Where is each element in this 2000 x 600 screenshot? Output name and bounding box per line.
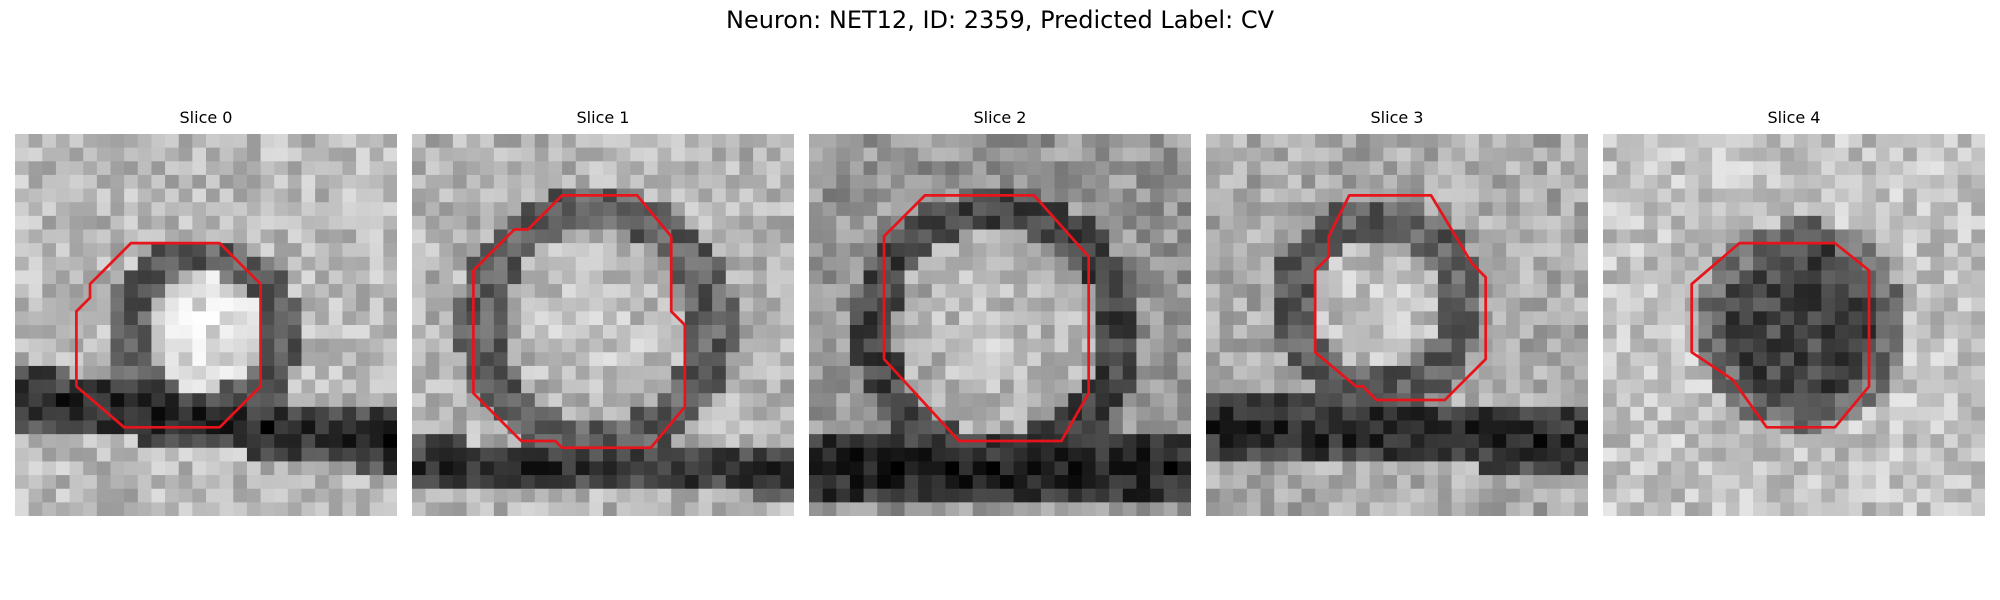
figure-title: Neuron: NET12, ID: 2359, Predicted Label… — [726, 6, 1274, 34]
segmentation-contour — [882, 194, 1091, 443]
slice-title: Slice 0 — [179, 108, 233, 127]
segmentation-contour — [472, 194, 687, 450]
microscopy-image — [15, 134, 397, 516]
microscopy-image — [1603, 134, 1985, 516]
segmentation-contour — [75, 241, 262, 429]
microscopy-image — [412, 134, 794, 516]
microscopy-image — [1206, 134, 1588, 516]
slice-title: Slice 4 — [1767, 108, 1821, 127]
slice-title: Slice 2 — [973, 108, 1027, 127]
microscopy-image — [809, 134, 1191, 516]
segmentation-contour — [1313, 194, 1488, 402]
slice-title: Slice 1 — [576, 108, 630, 127]
segmentation-contour — [1690, 241, 1871, 429]
slice-title: Slice 3 — [1370, 108, 1424, 127]
